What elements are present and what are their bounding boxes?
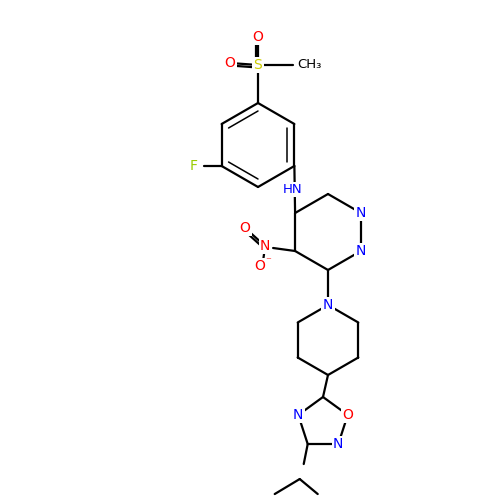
- Text: F: F: [190, 159, 198, 173]
- Text: O: O: [342, 408, 353, 422]
- Text: O: O: [224, 56, 235, 70]
- Text: O: O: [240, 221, 250, 235]
- Text: N: N: [260, 239, 270, 253]
- Text: CH₃: CH₃: [297, 58, 322, 71]
- Text: N: N: [323, 298, 333, 312]
- Text: N: N: [356, 244, 366, 258]
- Text: N: N: [333, 437, 344, 451]
- Text: O: O: [254, 259, 266, 273]
- Text: HN: HN: [283, 183, 302, 196]
- Text: N: N: [293, 408, 304, 422]
- Text: O: O: [252, 30, 264, 44]
- Text: S: S: [254, 58, 262, 72]
- Text: N: N: [356, 206, 366, 220]
- Text: N: N: [323, 298, 333, 312]
- Text: ⁻: ⁻: [265, 256, 271, 266]
